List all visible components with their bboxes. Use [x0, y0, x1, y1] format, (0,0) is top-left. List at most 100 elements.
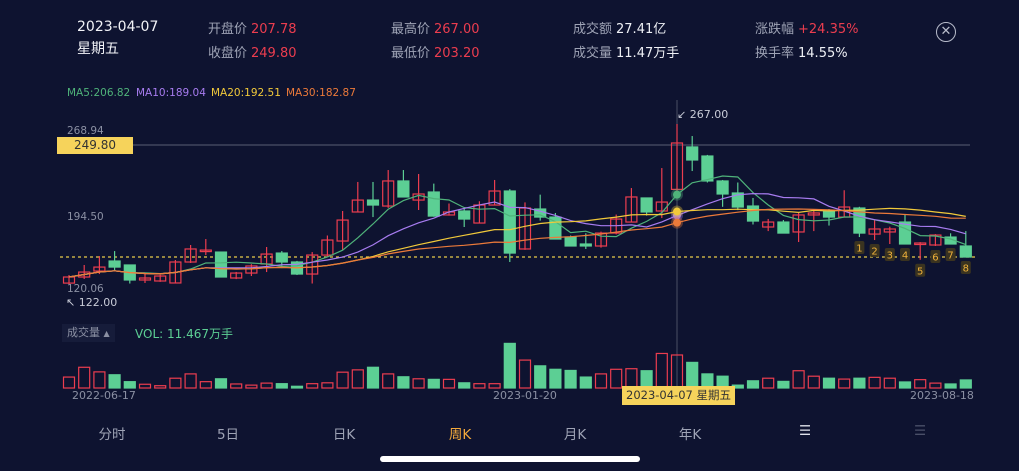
sequence-marker-number: 7 — [947, 251, 953, 262]
candle-up — [914, 242, 927, 246]
volume-bar — [914, 379, 927, 389]
candle-up — [184, 248, 197, 263]
candle-up — [78, 271, 91, 278]
volume-indicator-selector[interactable]: 成交量 ▲ — [62, 324, 115, 342]
candle-up — [321, 239, 334, 256]
volume-bar — [382, 373, 395, 389]
volume-bar — [686, 361, 699, 389]
candle-up — [762, 221, 775, 228]
volume-bar — [534, 365, 547, 389]
sequence-marker-number: 1 — [856, 244, 862, 255]
candle-up — [245, 265, 258, 274]
close-circle-icon[interactable]: ✕ — [936, 22, 956, 42]
volume-bar — [959, 379, 972, 389]
candle-up — [199, 249, 212, 253]
candle-up — [807, 212, 820, 216]
volume-bar — [306, 383, 319, 389]
volume-bar — [245, 384, 258, 389]
volume-bar — [853, 377, 866, 389]
tab-intraday[interactable]: 分时 — [98, 427, 126, 443]
sequence-marker-number: 3 — [887, 251, 893, 262]
volume-bar — [321, 382, 334, 389]
candle-down — [503, 190, 516, 254]
candle-down — [777, 221, 790, 234]
candle-down — [822, 210, 836, 218]
min-price-label: ↖ 122.00 — [66, 296, 118, 309]
candle-up — [883, 228, 896, 233]
candle-down — [701, 155, 714, 182]
sequence-marker-badge — [869, 244, 880, 258]
crosshair-price-label: 249.80 — [57, 137, 133, 154]
volume-bar — [488, 383, 501, 389]
tab-yearly-k[interactable]: 年K — [678, 427, 702, 443]
sequence-marker-number: 5 — [917, 266, 923, 277]
volume-bar — [746, 380, 760, 389]
volume-bar — [123, 381, 136, 389]
volume-bar — [518, 359, 532, 389]
candle-down — [458, 210, 471, 220]
tab-daily-k[interactable]: 日K — [332, 427, 356, 443]
stat-turnover-rate: 换手率 14.55% — [755, 46, 848, 61]
volume-bar — [442, 378, 456, 389]
volume-bar — [868, 376, 881, 389]
volume-bar — [564, 369, 577, 389]
candle-up — [625, 196, 638, 223]
tab-5day[interactable]: 5日 — [216, 427, 240, 443]
y-tick-label: 268.94 — [67, 125, 104, 137]
candle-down — [731, 192, 744, 208]
selected-date: 2023-04-07 — [77, 19, 159, 35]
list-menu-icon[interactable]: ☰ — [913, 423, 927, 439]
volume-bar — [290, 385, 304, 389]
sequence-marker-number: 4 — [902, 251, 908, 262]
volume-bar — [777, 380, 790, 389]
candle-down — [898, 221, 912, 245]
candle-down — [214, 251, 228, 278]
x-axis-label: 2023-01-20 — [493, 389, 557, 402]
tab-weekly-k[interactable]: 周K — [448, 427, 472, 443]
ma10-legend: MA10:189.04 — [136, 87, 206, 99]
ma5-line — [68, 175, 967, 278]
candle-up — [594, 232, 608, 247]
ma5-legend: MA5:206.82 — [67, 87, 131, 99]
x-axis-label: 2023-08-18 — [910, 389, 974, 402]
sequence-marker-number: 2 — [871, 247, 877, 258]
ma5-crosshair-dot — [671, 188, 683, 201]
stat-turnover-amount: 成交额 27.41亿 — [573, 22, 667, 37]
sequence-marker-badge — [900, 248, 910, 262]
candle-up — [868, 228, 881, 235]
volume-bar — [214, 378, 228, 389]
candle-down — [366, 199, 380, 206]
sequence-marker-badge — [960, 261, 971, 275]
candle-up — [230, 272, 243, 279]
candle-up — [351, 199, 364, 213]
sequence-marker-badge — [945, 248, 956, 262]
candle-up — [929, 234, 942, 246]
candle-up — [93, 266, 106, 272]
candle-down — [686, 146, 699, 161]
candle-down — [959, 245, 972, 258]
volume-bar — [154, 385, 167, 389]
volume-bar — [594, 373, 608, 389]
volume-bar — [138, 383, 152, 389]
volume-bar — [549, 368, 562, 389]
candle-down — [275, 252, 288, 263]
volume-bar — [655, 352, 668, 389]
candle-down — [716, 180, 729, 195]
tab-monthly-k[interactable]: 月K — [563, 427, 587, 443]
volume-bar — [427, 378, 440, 389]
ma20-crosshair-dot — [671, 205, 683, 218]
volume-bar — [199, 381, 212, 389]
candle-up — [138, 277, 152, 281]
sequence-marker-badge — [884, 248, 895, 262]
indicator-settings-icon[interactable]: ☰ — [798, 423, 812, 439]
candle-down — [746, 205, 760, 222]
volume-bar — [397, 376, 410, 389]
stat-close: 收盘价 249.80 — [208, 46, 297, 61]
stat-change-pct: 涨跌幅 +24.35% — [755, 22, 859, 37]
volume-bar — [78, 366, 91, 389]
volume-value: VOL: 11.467万手 — [135, 327, 233, 341]
stat-low: 最低价 203.20 — [391, 46, 480, 61]
volume-bar — [184, 373, 197, 389]
home-indicator — [380, 456, 640, 462]
